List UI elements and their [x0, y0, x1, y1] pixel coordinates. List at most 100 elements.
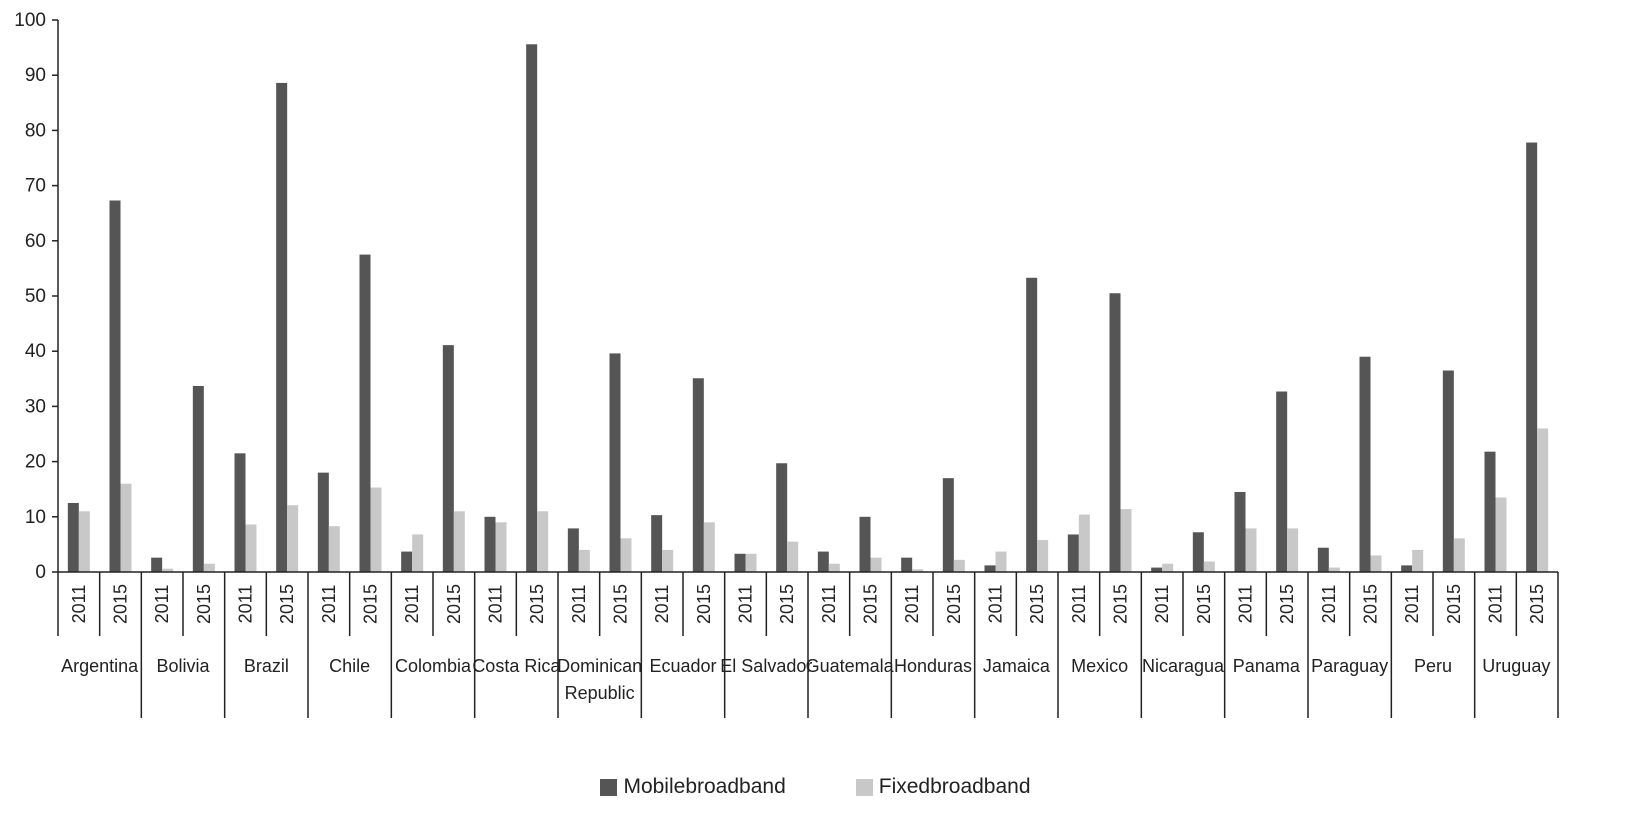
bar-mobile	[1401, 565, 1413, 572]
bar-mobile	[1234, 491, 1246, 572]
bar-fixed	[662, 549, 674, 572]
bar-fixed	[1453, 538, 1465, 572]
bar-mobile	[567, 528, 579, 572]
year-label: 2011	[486, 585, 506, 624]
bar-fixed	[1412, 549, 1424, 572]
bar-fixed	[537, 511, 549, 572]
bar-mobile	[151, 557, 163, 572]
bar-fixed	[912, 569, 924, 572]
year-label: 2015	[861, 584, 881, 624]
bar-mobile	[1109, 293, 1121, 572]
bar-fixed	[370, 487, 382, 572]
year-label: 2015	[111, 584, 131, 624]
bar-mobile	[859, 516, 871, 572]
bar-fixed	[995, 551, 1007, 572]
bar-fixed	[412, 534, 424, 572]
bar-mobile	[1317, 547, 1329, 572]
bar-mobile	[817, 551, 829, 572]
legend: Mobilebroadband Fixedbroadband	[0, 775, 1631, 799]
y-tick-label: 60	[25, 231, 46, 252]
year-label: 2015	[944, 584, 964, 624]
year-label: 2015	[1027, 584, 1047, 624]
year-label: 2011	[819, 585, 839, 624]
bar-mobile	[359, 254, 371, 572]
y-tick-label: 40	[25, 341, 46, 362]
country-label: Mexico	[1071, 656, 1128, 676]
year-label: 2015	[611, 584, 631, 624]
legend-item-fixed: Fixedbroadband	[855, 775, 1031, 799]
year-label: 2011	[1402, 585, 1422, 624]
year-label: 2015	[194, 584, 214, 624]
bar-fixed	[1495, 497, 1507, 572]
bar-fixed	[745, 553, 757, 572]
bar-mobile	[1192, 532, 1204, 572]
legend-swatch-fixed	[855, 778, 873, 796]
y-axis: 0 10 20 30 40 50 60 70 80 90 100	[14, 10, 59, 636]
bar-fixed	[1245, 528, 1257, 572]
bar-fixed	[245, 524, 257, 572]
bar-fixed	[870, 557, 882, 572]
country-label: Guatemala	[806, 656, 895, 676]
bar-mobile	[651, 515, 663, 572]
bar-mobile	[984, 565, 996, 572]
bar-mobile	[484, 516, 496, 572]
x-axis: 2011 2015 Argentina 2011 2015 Bolivia 2011 2015…	[58, 571, 1559, 718]
bar-mobile	[276, 82, 288, 572]
year-label: 2011	[236, 585, 256, 624]
y-tick-label: 90	[25, 65, 46, 86]
y-tick-label: 30	[25, 396, 46, 417]
bar-fixed	[495, 522, 507, 572]
year-label: 2011	[152, 585, 172, 624]
bar-fixed	[787, 541, 799, 572]
bar-fixed	[328, 526, 340, 572]
bar-mobile	[401, 551, 413, 572]
country-label: Paraguay	[1311, 656, 1388, 676]
bar-mobile	[234, 453, 246, 572]
legend-label-mobile: Mobilebroadband	[623, 775, 786, 798]
country-label: Chile	[329, 656, 370, 676]
bar-fixed	[78, 511, 90, 572]
year-label: 2011	[652, 585, 672, 624]
year-label: 2015	[527, 584, 547, 624]
bar-mobile	[942, 478, 954, 572]
year-label: 2011	[402, 585, 422, 624]
bar-mobile	[1359, 356, 1371, 572]
country-label: Republic	[565, 683, 635, 703]
bar-mobile	[1442, 370, 1454, 572]
bar-mobile	[317, 472, 329, 572]
year-label: 2015	[361, 584, 381, 624]
year-label: 2015	[277, 584, 297, 624]
year-label: 2011	[1236, 585, 1256, 624]
bar-fixed	[1537, 428, 1549, 572]
bar-fixed	[1370, 555, 1382, 572]
year-label: 2015	[1194, 584, 1214, 624]
y-tick-label: 20	[25, 452, 46, 473]
bar-mobile	[1276, 391, 1288, 572]
year-label: 2011	[69, 585, 89, 624]
chart-canvas: 0 10 20 30 40 50 60 70 80 90 100 2011 2015 Argentina…	[14, 10, 1559, 718]
legend-swatch-mobile	[600, 778, 618, 796]
year-label: 2011	[736, 585, 756, 624]
bar-mobile	[526, 44, 538, 572]
year-label: 2011	[902, 585, 922, 624]
year-label: 2015	[1111, 584, 1131, 624]
bar-mobile	[192, 385, 204, 572]
year-label: 2011	[1486, 585, 1506, 624]
bar-mobile	[692, 378, 704, 572]
year-label: 2011	[1152, 585, 1172, 624]
legend-label-fixed: Fixedbroadband	[878, 775, 1031, 798]
bar-mobile	[1151, 567, 1163, 572]
y-tick-label: 100	[14, 10, 46, 31]
country-label: Peru	[1414, 656, 1452, 676]
y-tick-label: 0	[35, 562, 46, 583]
country-label: Argentina	[61, 656, 139, 676]
year-label: 2015	[1361, 584, 1381, 624]
bar-mobile	[67, 503, 79, 572]
year-label: 2015	[1527, 584, 1547, 624]
bar-fixed	[828, 563, 840, 572]
bar-mobile	[609, 353, 621, 572]
year-label: 2011	[319, 585, 339, 624]
year-label: 2011	[1319, 585, 1339, 624]
bar-mobile	[1526, 142, 1538, 572]
legend-item-mobile: Mobilebroadband	[600, 775, 786, 799]
